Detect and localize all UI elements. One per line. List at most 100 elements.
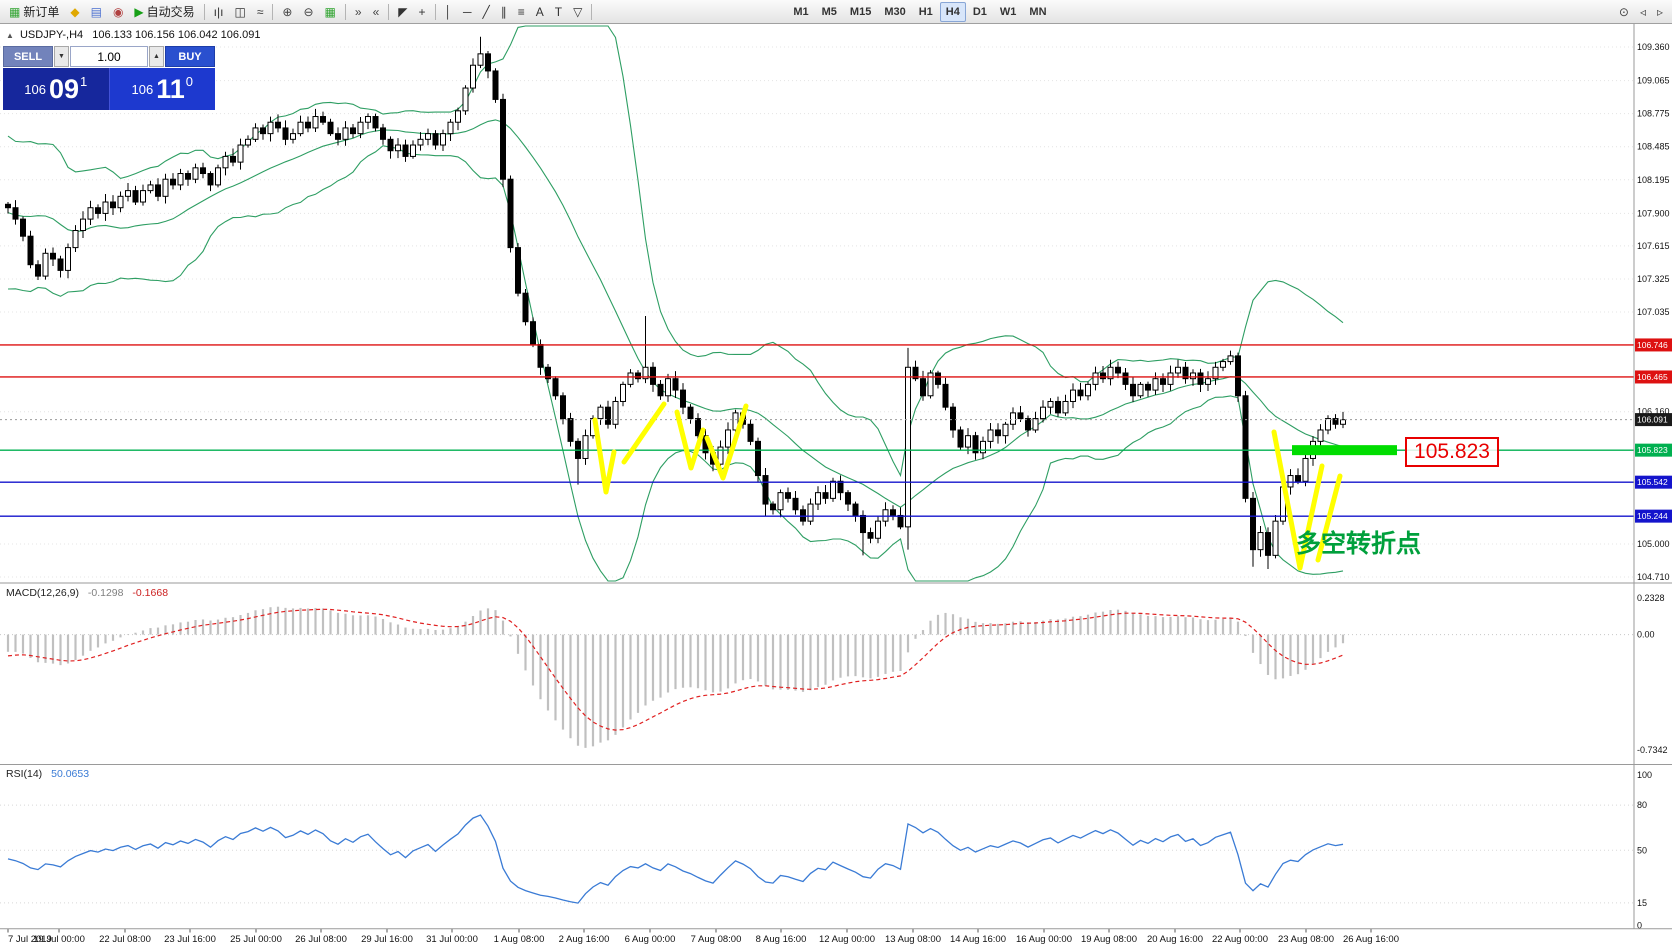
tf-d1-button-label: D1	[972, 5, 987, 18]
svg-text:107.325: 107.325	[1637, 274, 1670, 284]
svg-text:14 Aug 16:00: 14 Aug 16:00	[950, 934, 1006, 945]
crosshair-button[interactable]: +	[413, 2, 430, 22]
svg-text:6 Aug 00:00: 6 Aug 00:00	[625, 934, 676, 945]
fibonacci-button[interactable]: ≡	[513, 2, 530, 22]
horizontal-line-button[interactable]: ─	[458, 2, 477, 22]
sell-price-big: 09	[48, 73, 79, 104]
price-axis[interactable]: 109.360 109.065 108.775 108.485 108.195 107.9…	[1637, 42, 1670, 582]
channel-button[interactable]: ∥	[496, 2, 512, 22]
auto-scroll-button[interactable]: »	[350, 2, 367, 22]
price-callout-box[interactable]: 105.823	[1405, 437, 1499, 467]
pointer-right-icon: ▹	[1656, 4, 1663, 19]
candlestick-chart-button[interactable]: ◫	[229, 2, 250, 22]
svg-text:108.485: 108.485	[1637, 142, 1670, 152]
yellow-mark-1[interactable]	[592, 417, 617, 495]
info-icon: ◉	[112, 4, 124, 19]
tf-h1-button[interactable]: H1	[913, 2, 939, 22]
cursor-button[interactable]: ◤	[393, 2, 412, 22]
tf-m15-button[interactable]: M15	[844, 2, 877, 22]
buy-price-panel[interactable]: 106 11 0	[108, 68, 215, 110]
toolbar-separator	[203, 3, 205, 20]
sell-price-prefix: 106	[24, 81, 46, 97]
shapes-button[interactable]: ▽	[568, 2, 587, 22]
sell-button[interactable]: SELL	[3, 46, 53, 67]
vertical-line-button[interactable]: │	[440, 2, 458, 22]
trendline-icon: ╱	[482, 4, 490, 19]
zoom-out-icon: ⊖	[303, 4, 314, 19]
search-button[interactable]: ⊙	[1614, 2, 1634, 22]
charts-window-button[interactable]: ▤	[86, 2, 107, 22]
tf-m1-button-label: M1	[793, 5, 809, 18]
tf-m1-button[interactable]: M1	[787, 2, 814, 22]
tf-m30-button[interactable]: M30	[878, 2, 911, 22]
vertical-line-icon: │	[444, 4, 453, 19]
yellow-mark-6[interactable]	[1315, 473, 1343, 563]
yellow-mark-3[interactable]	[674, 409, 706, 471]
grid-layer	[0, 46, 1634, 578]
buy-button[interactable]: BUY	[165, 46, 215, 67]
profiles-button[interactable]: ◆	[65, 2, 84, 22]
profiles-icon: ◆	[70, 4, 80, 19]
tf-d1-button[interactable]: D1	[967, 2, 993, 22]
pointer-left-button[interactable]: ◃	[1635, 2, 1651, 22]
zoom-out-button[interactable]: ⊖	[298, 2, 318, 22]
tile-windows-button[interactable]: ▦	[320, 2, 341, 22]
trendline-button[interactable]: ╱	[478, 2, 495, 22]
yellow-mark-5[interactable]	[1271, 429, 1325, 571]
bar-chart-button[interactable]: ı|ı	[209, 2, 229, 22]
tf-mn-button[interactable]: MN	[1023, 2, 1052, 22]
rsi-name: RSI(14)	[6, 768, 43, 780]
svg-text:106.091: 106.091	[1637, 415, 1668, 425]
pointer-right-button[interactable]: ▹	[1652, 2, 1668, 22]
yellow-mark-2[interactable]	[621, 401, 667, 465]
svg-text:16 Aug 00:00: 16 Aug 00:00	[1016, 934, 1072, 945]
symbol-header: ▲ USDJPY-,H4 106.133 106.156 106.042 106…	[6, 29, 260, 41]
svg-text:105.000: 105.000	[1637, 539, 1670, 549]
zoom-in-button[interactable]: ⊕	[277, 2, 297, 22]
sell-price-panel[interactable]: 106 09 1	[3, 68, 109, 110]
new-order-button[interactable]: ▦ 新订单	[4, 2, 64, 22]
svg-text:22 Jul 08:00: 22 Jul 08:00	[99, 934, 151, 945]
tile-windows-icon: ▦	[324, 4, 336, 19]
tf-w1-button-label: W1	[999, 5, 1017, 18]
line-chart-button[interactable]: ≈	[252, 2, 269, 22]
tf-w1-button[interactable]: W1	[994, 2, 1023, 22]
svg-text:106.746: 106.746	[1637, 340, 1668, 350]
auto-scroll-icon: »	[354, 4, 362, 19]
annotations-layer[interactable]	[592, 401, 1343, 571]
label-button[interactable]: T	[550, 2, 567, 22]
chart-shift-button[interactable]: «	[368, 2, 385, 22]
hline-106.746[interactable]: 106.746	[0, 338, 1672, 352]
tf-h4-button[interactable]: H4	[939, 1, 966, 22]
pointer-left-icon: ◃	[1639, 4, 1646, 19]
svg-text:109.360: 109.360	[1637, 42, 1670, 52]
rsi-indicator-label: RSI(14) 50.0653	[6, 768, 89, 780]
svg-text:26 Jul 08:00: 26 Jul 08:00	[295, 934, 347, 945]
hline-105.542[interactable]: 105.542	[0, 475, 1672, 489]
new-order-icon: ▦	[9, 4, 21, 19]
green-zone-rect[interactable]	[1292, 445, 1397, 456]
toolbar: ▦ 新订单 ◆ ▤ ◉ ▶ 自动交易 ı|ı ◫ ≈ ⊕ ⊖ ▦ » « ◤ + │ ─ ╱ ∥ ≡ A T ▽ M1 M5 M15 M…	[0, 0, 1672, 24]
svg-text:31 Jul 00:00: 31 Jul 00:00	[426, 934, 478, 945]
autotrading-button[interactable]: ▶ 自动交易	[129, 2, 199, 22]
chart-shift-icon: «	[372, 4, 380, 19]
svg-text:107.615: 107.615	[1637, 241, 1670, 251]
hline-106.465[interactable]: 106.465	[0, 370, 1672, 384]
yellow-mark-4[interactable]	[704, 403, 749, 481]
collapse-arrow-icon[interactable]: ▲	[6, 31, 14, 40]
tf-m30-button-label: M30	[884, 5, 906, 18]
svg-text:13 Aug 08:00: 13 Aug 08:00	[885, 934, 941, 945]
volume-input[interactable]	[70, 46, 148, 67]
volume-increase-button[interactable]: ▲	[149, 46, 164, 67]
autotrading-button-label: 自动交易	[146, 5, 195, 19]
svg-text:108.775: 108.775	[1637, 109, 1670, 119]
svg-text:29 Jul 16:00: 29 Jul 16:00	[361, 934, 413, 945]
info-button[interactable]: ◉	[108, 2, 128, 22]
turning-point-note[interactable]: 多空转折点	[1296, 530, 1422, 558]
text-button[interactable]: A	[531, 2, 549, 22]
hline-105.244[interactable]: 105.244	[0, 509, 1672, 523]
volume-decrease-button[interactable]: ▼	[54, 46, 69, 67]
tf-m5-button[interactable]: M5	[816, 2, 843, 22]
